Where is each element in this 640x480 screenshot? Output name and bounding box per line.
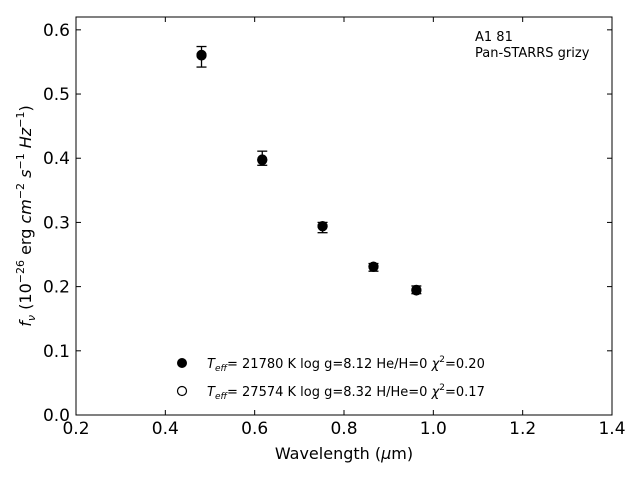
y-tick-label: 0.5 <box>43 85 70 105</box>
model-point-filled <box>196 50 207 61</box>
error-bars <box>196 45 422 295</box>
y-tick-label: 0.2 <box>43 278 70 298</box>
x-axis-label: Wavelength (μm) <box>275 444 413 463</box>
y-axis-label: fν (10−26 erg cm−2 s−1 Hz−1) <box>14 105 38 326</box>
x-tick-label: 0.8 <box>330 419 357 439</box>
x-tick-label: 1.4 <box>598 419 625 439</box>
x-tick-label: 0.4 <box>152 419 179 439</box>
legend-marker-open <box>176 385 188 397</box>
y-tick-label: 0.6 <box>43 21 70 41</box>
x-tick-label: 1.0 <box>420 419 447 439</box>
annotation-object: A1 81 <box>475 30 513 45</box>
model-point-filled <box>317 221 328 232</box>
y-tick-label: 0.4 <box>43 149 70 169</box>
y-tick-labels: 0.0 0.1 0.2 0.3 0.4 0.5 0.6 <box>43 21 70 426</box>
legend-marker-filled <box>177 358 187 368</box>
y-tick-label: 0.3 <box>43 213 70 233</box>
markers <box>196 49 422 296</box>
y-tick-label: 0.1 <box>43 342 70 362</box>
ticks <box>75 17 613 416</box>
legend-entry-1: Teff= 21780 K log g=8.12 He/H=0 χ2=0.20 <box>207 355 485 374</box>
model-point-filled <box>411 284 422 295</box>
x-tick-label: 0.2 <box>62 419 89 439</box>
y-tick-label: 0.0 <box>43 406 70 426</box>
legend-entry-2: Teff= 27574 K log g=8.32 H/He=0 χ2=0.17 <box>207 383 485 402</box>
plot-frame <box>75 16 613 416</box>
model-point-filled <box>257 155 268 166</box>
annotation-survey: Pan-STARRS grizy <box>475 46 590 61</box>
legend: Teff= 21780 K log g=8.12 He/H=0 χ2=0.20 … <box>176 355 485 402</box>
x-tick-label: 0.6 <box>241 419 268 439</box>
x-tick-labels: 0.2 0.4 0.6 0.8 1.0 1.2 1.4 <box>62 419 625 439</box>
model-point-filled <box>368 261 379 272</box>
x-tick-label: 1.2 <box>509 419 536 439</box>
